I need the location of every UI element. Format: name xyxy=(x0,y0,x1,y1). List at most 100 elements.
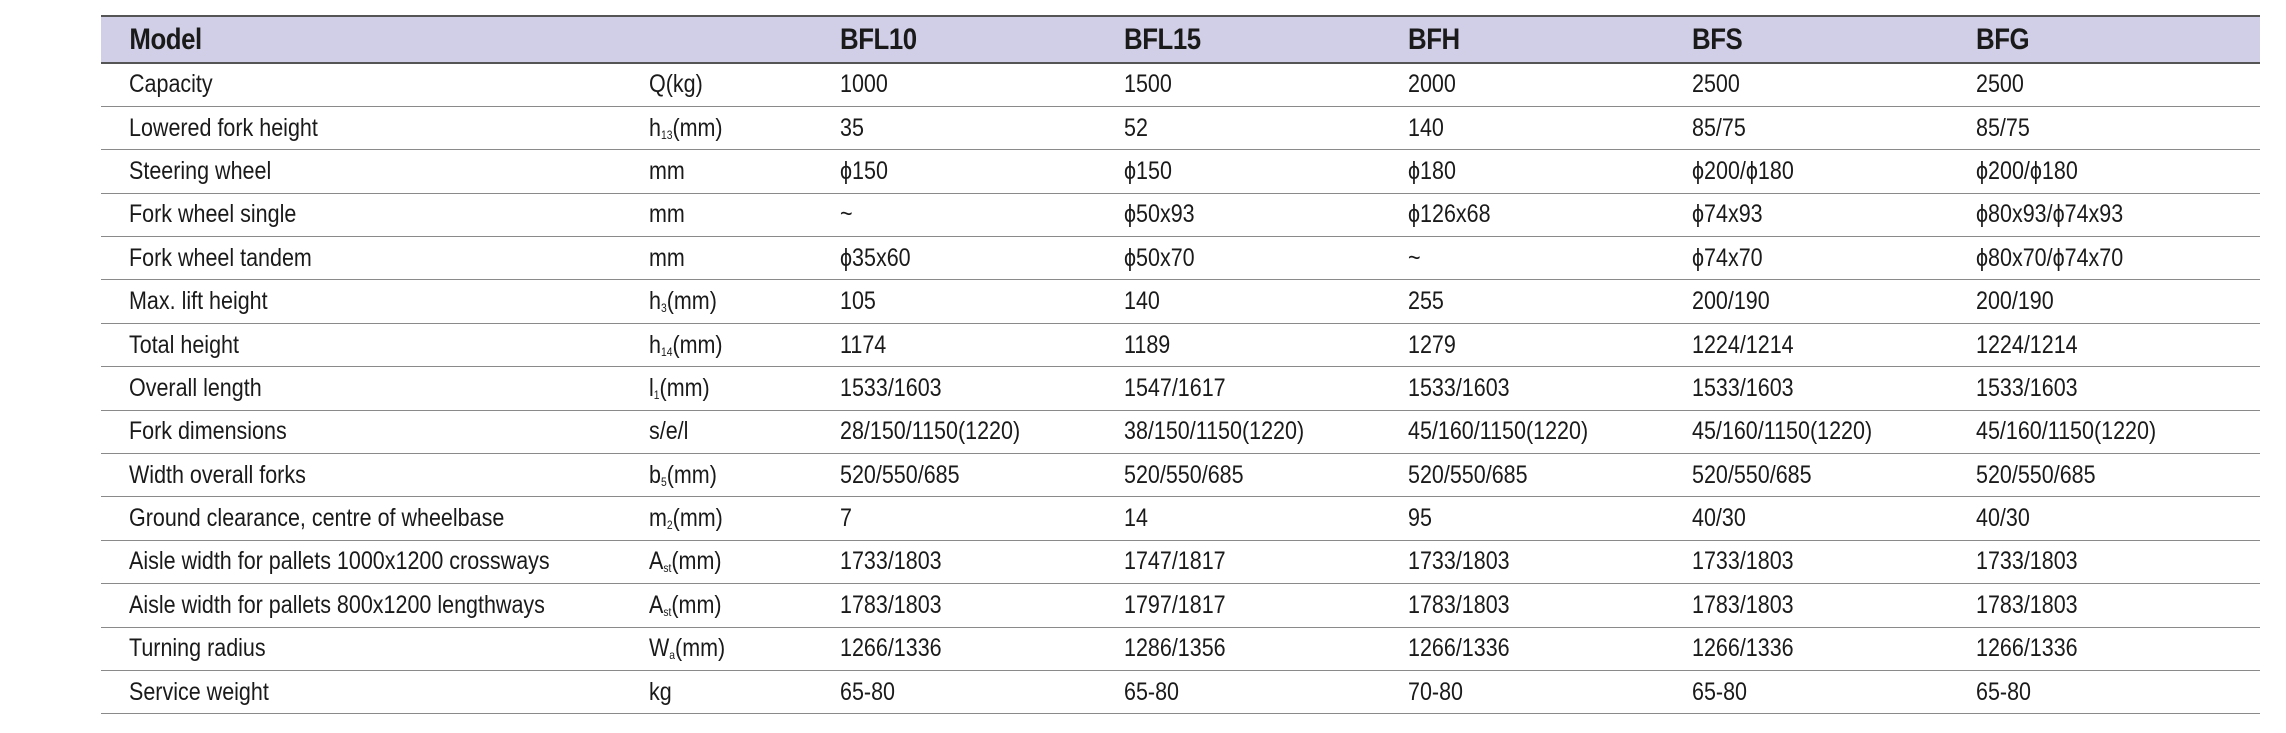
row-value-text: ϕ80x70/ϕ74x70 xyxy=(1976,243,2124,272)
row-value-text: 1500 xyxy=(1124,70,1172,99)
row-value-text: 200/190 xyxy=(1692,287,1770,316)
row-value: 1266/1336 xyxy=(1408,627,1692,671)
row-value-text: 1797/1817 xyxy=(1124,590,1226,619)
row-value: 1547/1617 xyxy=(1124,366,1408,411)
row-value-text: 200/190 xyxy=(1976,287,2054,316)
row-value-text: 38/150/1150(1220) xyxy=(1124,417,1305,446)
row-unit-text: b5(mm) xyxy=(649,460,717,489)
row-value: 1286/1356 xyxy=(1124,627,1408,671)
row-label-text: Width overall forks xyxy=(129,460,306,489)
row-value-text: 1533/1603 xyxy=(1692,373,1794,402)
row-value-text: 65-80 xyxy=(1976,677,2031,706)
row-value: 1797/1817 xyxy=(1124,583,1408,628)
row-unit-text: l1(mm) xyxy=(649,373,710,402)
row-value-text: 40/30 xyxy=(1976,504,2030,533)
row-value: 520/550/685 xyxy=(1124,453,1408,498)
row-value-text: 35 xyxy=(840,113,864,142)
row-value: 1533/1603 xyxy=(1692,366,1976,411)
row-label-text: Max. lift height xyxy=(129,287,268,316)
row-label-text: Aisle width for pallets 800x1200 lengthw… xyxy=(129,590,545,619)
model-name-header: BFG xyxy=(1976,15,2221,64)
model-name-header: BFS xyxy=(1692,15,1937,64)
row-value-text: 1286/1356 xyxy=(1124,634,1226,663)
row-value: ~ xyxy=(1408,236,1692,281)
row-value: 1783/1803 xyxy=(1976,583,2260,628)
row-value: ϕ80x70/ϕ74x70 xyxy=(1976,236,2260,281)
row-value-text: 1533/1603 xyxy=(1976,373,2078,402)
row-value-text: 2500 xyxy=(1976,70,2024,99)
row-value: 28/150/1150(1220) xyxy=(840,410,1124,455)
row-value-text: 1279 xyxy=(1408,330,1456,359)
row-value: 35 xyxy=(840,106,1124,151)
row-value-text: 1547/1617 xyxy=(1124,373,1226,402)
row-value: 65-80 xyxy=(1692,670,1976,715)
row-value: 65-80 xyxy=(840,670,1124,715)
row-value-text: 1533/1603 xyxy=(1408,373,1510,402)
row-unit-text: mm xyxy=(649,156,685,185)
row-value: 140 xyxy=(1408,106,1692,151)
row-unit-text: Q(kg) xyxy=(649,70,703,99)
row-label-text: Lowered fork height xyxy=(129,113,318,142)
row-value-text: 1733/1803 xyxy=(1408,547,1510,576)
row-value: ϕ200/ϕ180 xyxy=(1692,149,1976,194)
row-value-text: ϕ150 xyxy=(1124,156,1172,185)
row-value: 105 xyxy=(840,279,1124,324)
row-value-text: 1224/1214 xyxy=(1976,330,2078,359)
row-label: Total height xyxy=(101,323,649,368)
row-value-text: 45/160/1150(1220) xyxy=(1408,417,1589,446)
table-row: Lowered fork height h13(mm) 35 52 140 85/75 85… xyxy=(101,106,2260,151)
row-value-text: 1733/1803 xyxy=(840,547,942,576)
row-value: 1533/1603 xyxy=(1408,366,1692,411)
row-label: Fork wheel tandem xyxy=(101,236,649,281)
row-value: ϕ50x70 xyxy=(1124,236,1408,281)
row-value-text: 28/150/1150(1220) xyxy=(840,417,1021,446)
header-row: Model BFL10 BFL15 BFH BFS BFG xyxy=(101,15,2260,64)
row-value-text: 1533/1603 xyxy=(840,373,942,402)
row-label: Capacity xyxy=(101,63,649,107)
row-value-text: 255 xyxy=(1408,287,1444,316)
row-value: 1733/1803 xyxy=(1692,540,1976,585)
row-unit: mm xyxy=(649,236,840,281)
table-row: Aisle width for pallets 800x1200 lengthw… xyxy=(101,583,2260,628)
row-value: 1279 xyxy=(1408,323,1692,368)
row-unit: Ast(mm) xyxy=(649,540,840,585)
row-value-text: ϕ126x68 xyxy=(1408,200,1491,229)
row-label: Aisle width for pallets 1000x1200 crossw… xyxy=(101,540,649,585)
row-unit-text: Ast(mm) xyxy=(649,590,722,619)
row-value: 1266/1336 xyxy=(1692,627,1976,671)
row-value: 1733/1803 xyxy=(840,540,1124,585)
model-name-header: BFL15 xyxy=(1124,15,1369,64)
table-row: Fork wheel single mm ~ ϕ50x93 ϕ126x68 ϕ74x93 ϕ… xyxy=(101,193,2260,238)
row-value: 1733/1803 xyxy=(1976,540,2260,585)
row-value-text: ϕ150 xyxy=(840,156,888,185)
row-value-text: ϕ200/ϕ180 xyxy=(1976,156,2078,185)
row-unit: h14(mm) xyxy=(649,323,840,368)
row-value: 1224/1214 xyxy=(1692,323,1976,368)
row-label: Turning radius xyxy=(101,627,649,671)
row-value-text: 70-80 xyxy=(1408,677,1463,706)
row-unit: kg xyxy=(649,670,840,715)
table-row: Aisle width for pallets 1000x1200 crossw… xyxy=(101,540,2260,585)
row-value-text: 1747/1817 xyxy=(1124,547,1226,576)
row-unit-text: Ast(mm) xyxy=(649,547,722,576)
table-row: Total height h14(mm) 1174 1189 1279 1224/1214… xyxy=(101,323,2260,368)
row-value-text: 14 xyxy=(1124,504,1148,533)
row-value: ϕ200/ϕ180 xyxy=(1976,149,2260,194)
row-unit: b5(mm) xyxy=(649,453,840,498)
row-label: Aisle width for pallets 800x1200 lengthw… xyxy=(101,583,649,628)
row-label-text: Capacity xyxy=(129,70,213,99)
row-value: 2500 xyxy=(1976,63,2260,107)
row-value-text: 1783/1803 xyxy=(1976,590,2078,619)
row-label-text: Ground clearance, centre of wheelbase xyxy=(129,504,505,533)
table-row: Ground clearance, centre of wheelbase m2(… xyxy=(101,496,2260,541)
row-value: 85/75 xyxy=(1976,106,2260,151)
row-value: 38/150/1150(1220) xyxy=(1124,410,1408,455)
row-value: 520/550/685 xyxy=(1692,453,1976,498)
row-unit-text: kg xyxy=(649,677,672,706)
row-value: ϕ74x70 xyxy=(1692,236,1976,281)
row-value-text: ϕ74x93 xyxy=(1692,200,1763,229)
row-label: Max. lift height xyxy=(101,279,649,324)
spec-table: Model BFL10 BFL15 BFH BFS BFG Capacity Q(… xyxy=(101,15,2260,715)
row-value: 65-80 xyxy=(1124,670,1408,715)
row-value: 40/30 xyxy=(1692,496,1976,541)
